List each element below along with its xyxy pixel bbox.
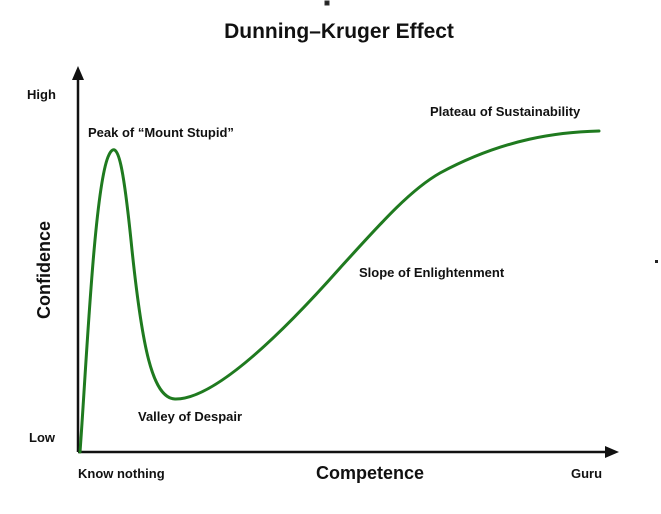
- stage-label-slope-of-enlightenment: Slope of Enlightenment: [359, 265, 505, 280]
- stage-label-plateau-of-sustainability: Plateau of Sustainability: [430, 104, 581, 119]
- x-axis-title: Competence: [316, 463, 424, 483]
- x-end-label: Guru: [571, 466, 602, 481]
- y-axis-arrow: [72, 66, 84, 80]
- y-high-label: High: [27, 87, 56, 102]
- axes: [72, 66, 619, 458]
- confidence-curve: [78, 129, 601, 454]
- stage-label-mount-stupid: Peak of “Mount Stupid”: [88, 125, 234, 140]
- x-axis-arrow: [605, 446, 619, 458]
- stage-label-valley-of-despair: Valley of Despair: [138, 409, 242, 424]
- scan-speck: [324, 0, 330, 6]
- x-start-label: Know nothing: [78, 466, 165, 481]
- diagram-title: Dunning–Kruger Effect: [224, 20, 454, 43]
- scan-speck: [655, 260, 658, 263]
- y-axis-title: Confidence: [34, 221, 54, 319]
- y-low-label: Low: [29, 430, 56, 445]
